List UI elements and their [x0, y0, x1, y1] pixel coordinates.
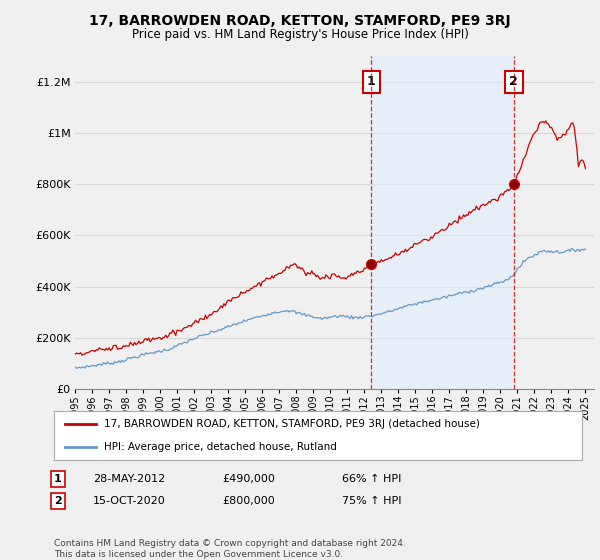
Bar	[371, 56, 514, 389]
Text: 17, BARROWDEN ROAD, KETTON, STAMFORD, PE9 3RJ (detached house): 17, BARROWDEN ROAD, KETTON, STAMFORD, PE…	[104, 419, 480, 430]
Text: 17, BARROWDEN ROAD, KETTON, STAMFORD, PE9 3RJ: 17, BARROWDEN ROAD, KETTON, STAMFORD, PE…	[89, 14, 511, 28]
Text: 15-OCT-2020: 15-OCT-2020	[93, 496, 166, 506]
Text: £800,000: £800,000	[222, 496, 275, 506]
Text: 66% ↑ HPI: 66% ↑ HPI	[342, 474, 401, 484]
Text: £490,000: £490,000	[222, 474, 275, 484]
Text: 75% ↑ HPI: 75% ↑ HPI	[342, 496, 401, 506]
Text: 1: 1	[54, 474, 62, 484]
Text: Contains HM Land Registry data © Crown copyright and database right 2024.
This d: Contains HM Land Registry data © Crown c…	[54, 539, 406, 559]
Text: 2: 2	[54, 496, 62, 506]
Text: Price paid vs. HM Land Registry's House Price Index (HPI): Price paid vs. HM Land Registry's House …	[131, 28, 469, 41]
Text: 2: 2	[509, 75, 518, 88]
Text: 28-MAY-2012: 28-MAY-2012	[93, 474, 165, 484]
Text: 1: 1	[367, 75, 376, 88]
Text: HPI: Average price, detached house, Rutland: HPI: Average price, detached house, Rutl…	[104, 442, 337, 452]
